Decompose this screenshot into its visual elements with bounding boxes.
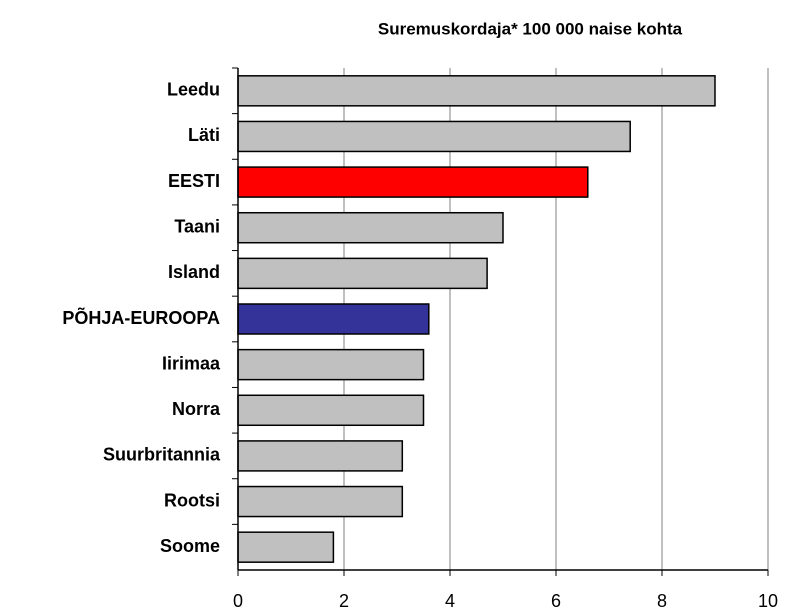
y-tick-label: Island	[168, 262, 220, 282]
y-tick-label: Suurbritannia	[103, 445, 221, 465]
y-tick-label: Iirimaa	[162, 353, 221, 373]
y-tick-label: Taani	[174, 216, 220, 236]
bar	[237, 303, 430, 335]
y-tick-label: Läti	[188, 125, 220, 145]
bar	[237, 485, 404, 518]
x-tick-label: 2	[339, 591, 349, 611]
bar	[237, 440, 404, 472]
bar	[237, 348, 425, 381]
bar	[237, 75, 716, 107]
y-tick-label: Soome	[160, 536, 220, 556]
chart-title: Suremuskordaja* 100 000 naise kohta	[378, 19, 683, 38]
x-tick-label: 4	[445, 591, 455, 611]
bar	[237, 211, 504, 244]
bar	[237, 120, 631, 153]
y-tick-label: Leedu	[167, 80, 220, 100]
x-tick-label: 10	[758, 591, 778, 611]
x-tick-label: 8	[657, 591, 667, 611]
bar	[237, 166, 589, 198]
bar	[237, 531, 335, 563]
x-tick-label: 0	[233, 591, 243, 611]
bar	[237, 257, 488, 290]
y-tick-label: Norra	[172, 399, 221, 419]
y-tick-label: EESTI	[168, 171, 220, 191]
y-tick-label: PÕHJA-EUROOPA	[62, 307, 220, 328]
x-tick-label: 6	[551, 591, 561, 611]
y-tick-label: Rootsi	[164, 490, 220, 510]
bar	[237, 394, 425, 427]
